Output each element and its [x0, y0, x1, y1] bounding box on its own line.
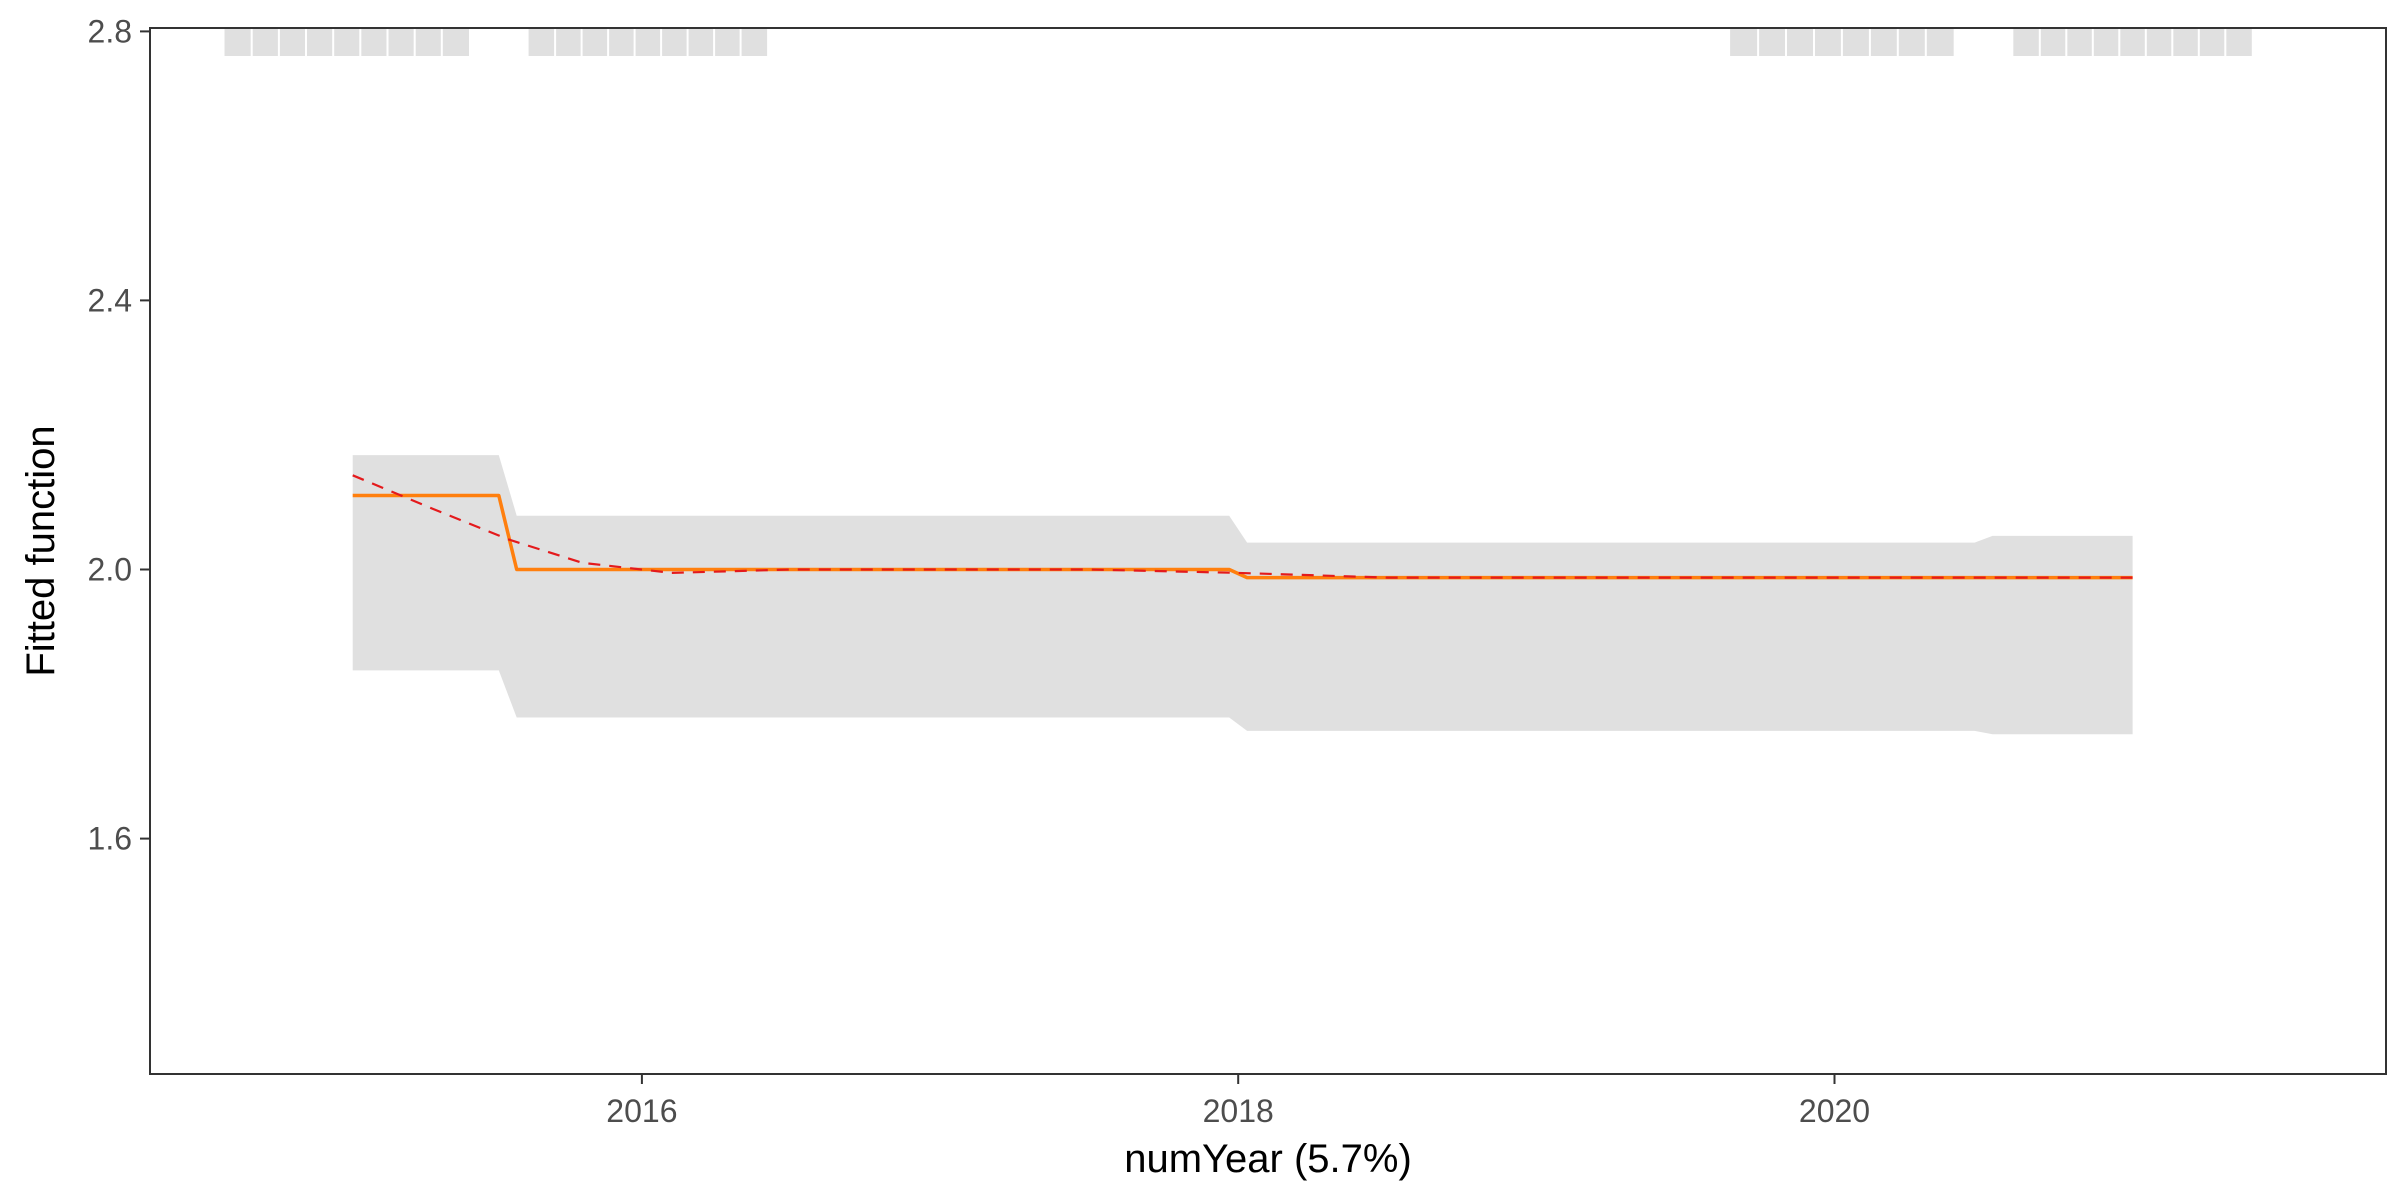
x-tick-label: 2016 [606, 1093, 677, 1129]
y-tick-label: 2.0 [88, 552, 132, 588]
confidence-band [352, 455, 2133, 735]
rug-layer [224, 28, 2252, 56]
y-tick-label: 2.4 [88, 282, 132, 318]
y-tick-label: 1.6 [88, 821, 132, 857]
x-axis-title: numYear (5.7%) [1124, 1137, 1412, 1181]
rug-segment [528, 28, 768, 56]
plot-panel-border [149, 27, 2387, 1075]
rug-segment [2013, 28, 2252, 56]
x-tick-label: 2020 [1799, 1093, 1870, 1129]
confidence-band-layer [352, 455, 2133, 735]
x-axis: 2016 2018 2020 [606, 1074, 1870, 1129]
y-tick-label: 2.8 [88, 13, 132, 49]
rug-segment [224, 28, 469, 56]
y-axis-title: Fitted function [19, 425, 63, 676]
line-layer [352, 474, 2133, 580]
x-tick-label: 2018 [1203, 1093, 1274, 1129]
y-axis: 1.6 2.0 2.4 2.8 [88, 13, 150, 857]
